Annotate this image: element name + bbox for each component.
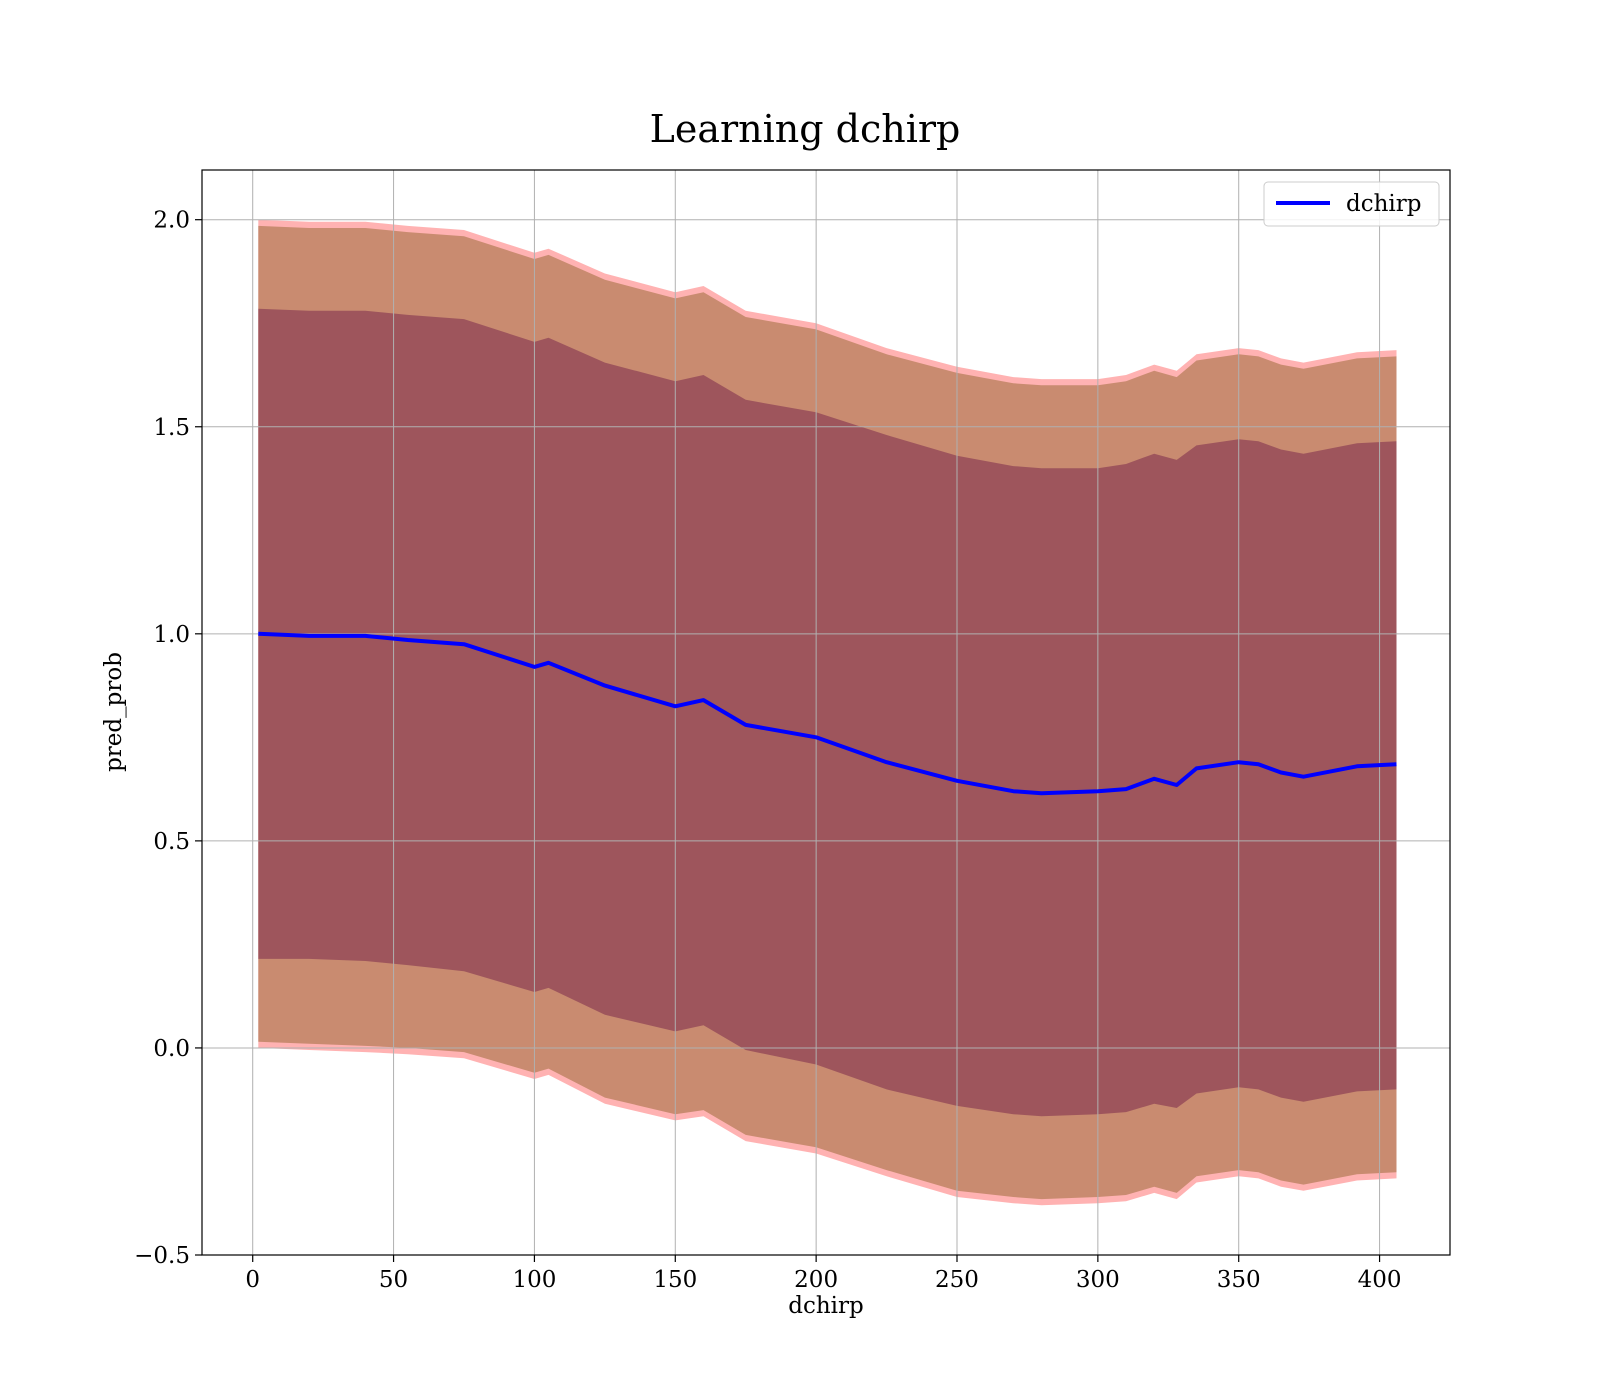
x-tick-label: 400	[1358, 1267, 1402, 1293]
series-lines	[258, 631, 1397, 796]
x-tick-label: 150	[653, 1267, 697, 1293]
x-tick-label: 350	[1217, 1267, 1261, 1293]
y-tick-label: 2.0	[153, 208, 190, 234]
x-tick-label: 200	[794, 1267, 838, 1293]
y-tick-label: 1.5	[153, 415, 190, 441]
legend: dchirp	[1263, 181, 1440, 227]
plot-frame	[201, 169, 1451, 1256]
y-axis-label: pred_prob	[101, 652, 127, 772]
x-axis-label: dchirp	[788, 1293, 864, 1319]
x-tick-label: 50	[379, 1267, 408, 1293]
legend-box	[1263, 181, 1440, 227]
legend-entry-dchirp: dchirp	[1346, 191, 1422, 217]
y-axis-ticks: −0.5 0.0 0.5 1.0 1.5 2.0	[134, 208, 202, 1269]
x-tick-label: 300	[1076, 1267, 1120, 1293]
x-tick-label: 250	[935, 1267, 979, 1293]
x-tick-label: 100	[512, 1267, 556, 1293]
grid-lines	[202, 170, 1450, 1256]
chart-title: Learning dchirp	[650, 107, 961, 151]
confidence-bands	[258, 219, 1397, 1206]
y-tick-label: −0.5	[134, 1243, 190, 1269]
series-line-dchirp	[258, 631, 1397, 796]
y-tick-label: 0.5	[153, 829, 190, 855]
band-inner	[258, 308, 1397, 1117]
y-tick-label: 0.0	[153, 1036, 190, 1062]
x-tick-label: 0	[245, 1267, 260, 1293]
x-axis-ticks: 0 50 100 150 200 250 300 350 400	[245, 1255, 1402, 1293]
y-tick-label: 1.0	[153, 622, 190, 648]
